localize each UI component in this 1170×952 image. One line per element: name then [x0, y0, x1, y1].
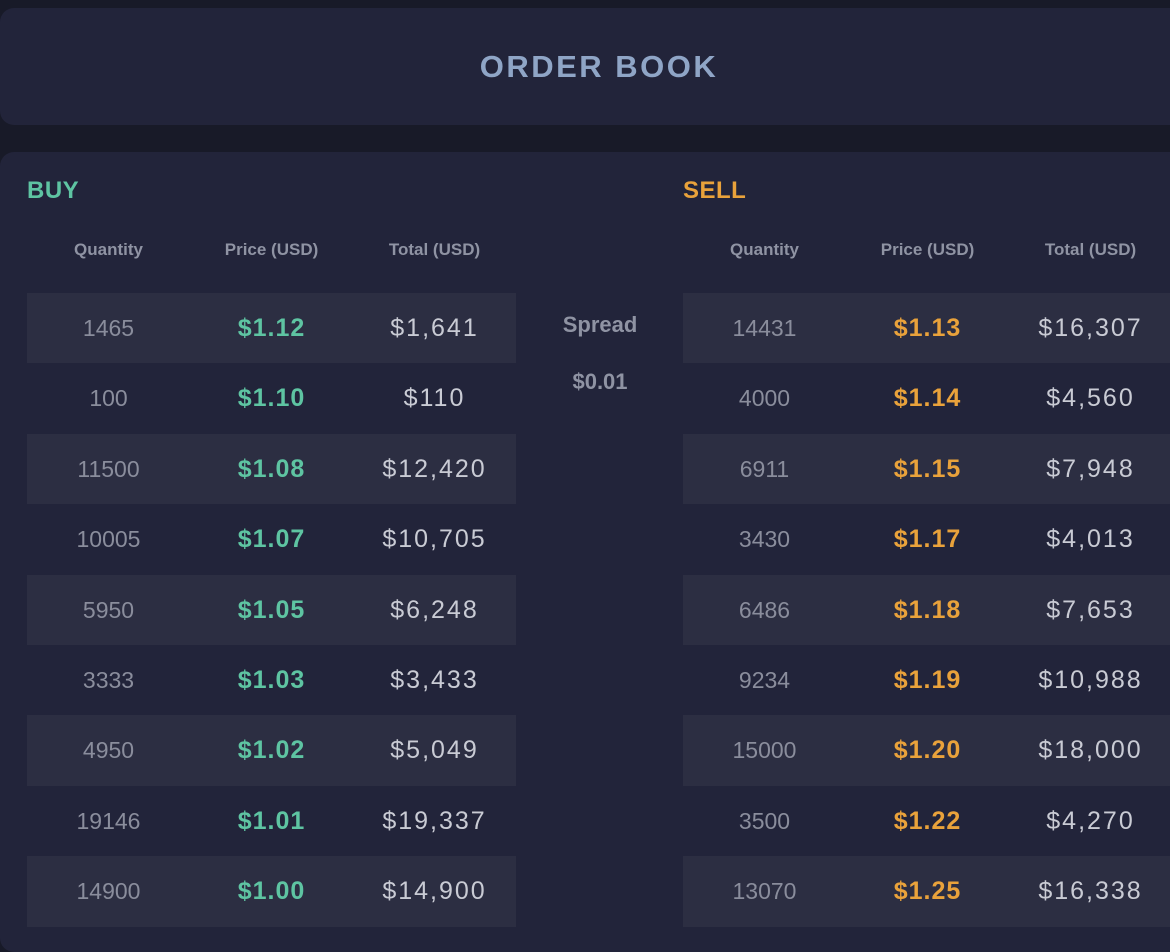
sell-price-cell: $1.15 [893, 454, 962, 483]
sell-total-cell: $10,988 [1038, 665, 1143, 694]
buy-total-cell: $12,420 [382, 454, 487, 483]
buy-quantity-cell: 19146 [76, 807, 141, 834]
buy-price-cell: $1.05 [237, 595, 306, 624]
buy-price-cell: $1.12 [237, 314, 306, 342]
sell-quantity-cell: 4000 [738, 385, 791, 412]
sell-quantity-cell: 6911 [739, 455, 790, 482]
buy-quantity-cell: 5950 [82, 596, 135, 623]
buy-quantity-cell: 1465 [82, 315, 135, 341]
sell-price-cell: $1.19 [893, 665, 962, 694]
sell-price-cell: $1.13 [893, 314, 962, 342]
page-title: ORDER BOOK [479, 49, 719, 84]
sell-quantity-cell: 9234 [738, 666, 791, 693]
buy-price-cell: $1.03 [237, 665, 306, 694]
sell-orders-table: 14431 $1.13 $16,307 4000 $1.14 $4,560 69… [683, 293, 1170, 927]
header-card: ORDER BOOK [0, 8, 1170, 125]
sell-price-cell: $1.22 [893, 806, 962, 835]
buy-price-cell: $1.00 [237, 877, 306, 906]
buy-quantity-cell: 4950 [82, 737, 135, 764]
sell-quantity-cell: 14431 [732, 315, 797, 341]
buy-orders-table: 1465 $1.12 $1,641 100 $1.10 $110 11500 $… [27, 293, 516, 927]
buy-price-cell: $1.10 [237, 384, 306, 413]
sell-total-cell: $7,653 [1046, 595, 1135, 624]
buy-order-row[interactable]: 3333 $1.03 $3,433 [27, 645, 516, 715]
buy-total-cell: $110 [403, 384, 466, 413]
buy-price-cell: $1.01 [237, 806, 306, 835]
sell-title: SELL [683, 177, 747, 204]
sell-column-header-price: Price (USD) [880, 240, 975, 259]
buy-total-cell: $1,641 [390, 314, 479, 342]
sell-price-cell: $1.18 [893, 595, 962, 624]
buy-quantity-cell: 11500 [77, 455, 140, 482]
buy-price-cell: $1.08 [237, 454, 306, 483]
sell-order-row[interactable]: 13070 $1.25 $16,338 [683, 856, 1170, 927]
buy-total-cell: $6,248 [390, 595, 479, 624]
buy-order-row[interactable]: 1465 $1.12 $1,641 [27, 293, 516, 364]
buy-price-cell: $1.02 [237, 736, 306, 765]
buy-order-row[interactable]: 14900 $1.00 $14,900 [27, 856, 516, 927]
sell-order-row[interactable]: 3500 $1.22 $4,270 [683, 786, 1170, 856]
sell-total-cell: $7,948 [1046, 454, 1135, 483]
buy-order-row[interactable]: 11500 $1.08 $12,420 [27, 433, 516, 505]
buy-total-cell: $10,705 [382, 525, 487, 554]
spread-value: $0.01 [572, 369, 628, 394]
sell-price-cell: $1.25 [893, 877, 962, 906]
sell-total-cell: $16,338 [1038, 877, 1143, 906]
spread-label: Spread [562, 312, 638, 337]
buy-column-header-total: Total (USD) [388, 240, 481, 259]
sell-quantity-cell: 13070 [732, 878, 797, 905]
buy-quantity-cell: 3333 [82, 666, 135, 693]
sell-order-row[interactable]: 6911 $1.15 $7,948 [683, 433, 1170, 505]
buy-quantity-cell: 14900 [76, 878, 141, 905]
buy-order-row[interactable]: 5950 $1.05 $6,248 [27, 574, 516, 645]
buy-total-cell: $19,337 [382, 806, 487, 835]
sell-total-cell: $4,013 [1046, 525, 1135, 554]
order-book-panel [0, 152, 1170, 952]
sell-total-cell: $16,307 [1038, 314, 1143, 342]
sell-total-cell: $4,560 [1046, 384, 1135, 413]
sell-quantity-cell: 3500 [738, 807, 791, 834]
buy-order-row[interactable]: 10005 $1.07 $10,705 [27, 504, 516, 574]
sell-order-row[interactable]: 9234 $1.19 $10,988 [683, 645, 1170, 715]
buy-order-row[interactable]: 19146 $1.01 $19,337 [27, 786, 516, 856]
sell-price-cell: $1.14 [893, 384, 962, 413]
buy-price-cell: $1.07 [237, 525, 306, 554]
sell-quantity-cell: 15000 [732, 737, 797, 764]
buy-order-row[interactable]: 100 $1.10 $110 [27, 363, 516, 433]
sell-column-header-quantity: Quantity [730, 240, 799, 259]
sell-quantity-cell: 3430 [738, 526, 791, 553]
buy-total-cell: $5,049 [390, 736, 479, 765]
sell-order-row[interactable]: 6486 $1.18 $7,653 [683, 574, 1170, 645]
sell-quantity-cell: 6486 [738, 596, 791, 623]
sell-total-cell: $18,000 [1038, 736, 1143, 765]
sell-order-row[interactable]: 4000 $1.14 $4,560 [683, 363, 1170, 433]
sell-price-cell: $1.17 [893, 525, 962, 554]
buy-quantity-cell: 100 [89, 385, 128, 412]
sell-column-header-total: Total (USD) [1044, 240, 1137, 259]
sell-price-cell: $1.20 [893, 736, 962, 765]
sell-order-row[interactable]: 3430 $1.17 $4,013 [683, 504, 1170, 574]
sell-total-cell: $4,270 [1046, 806, 1135, 835]
buy-total-cell: $14,900 [382, 877, 487, 906]
buy-column-header-price: Price (USD) [224, 240, 319, 259]
buy-order-row[interactable]: 4950 $1.02 $5,049 [27, 715, 516, 786]
sell-order-row[interactable]: 15000 $1.20 $18,000 [683, 715, 1170, 786]
buy-quantity-cell: 10005 [76, 526, 141, 553]
buy-total-cell: $3,433 [390, 665, 479, 694]
buy-title: BUY [27, 177, 80, 204]
sell-order-row[interactable]: 14431 $1.13 $16,307 [683, 293, 1170, 364]
buy-column-header-quantity: Quantity [74, 240, 143, 259]
